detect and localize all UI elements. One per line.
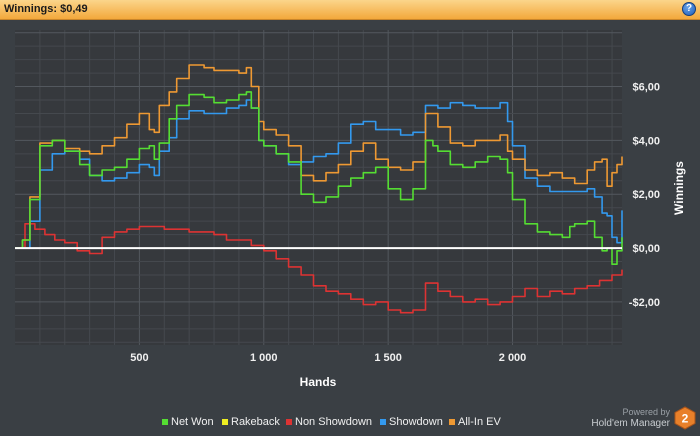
legend-label-non-showdown: Non Showdown xyxy=(295,416,372,428)
powered-by-text: Powered by xyxy=(622,407,670,417)
x-tick-label: 2 000 xyxy=(499,352,527,364)
y-axis-title: Winnings xyxy=(672,161,686,215)
x-axis-title: Hands xyxy=(300,375,337,389)
legend-label-all-in-ev: All-In EV xyxy=(458,416,501,428)
series-lines xyxy=(15,64,623,314)
legend-swatch-rakeback xyxy=(222,419,228,425)
y-tick-label: $4,00 xyxy=(632,135,660,147)
series-line-showdown xyxy=(15,99,623,249)
winnings-title: Winnings: $0,49 xyxy=(4,3,88,15)
series-line-net-won xyxy=(15,91,623,265)
product-name: Hold'em Manager xyxy=(591,418,670,429)
legend-swatch-showdown xyxy=(380,419,386,425)
chart-legend: Net Won Rakeback Non Showdown Showdown All-I… xyxy=(162,416,501,428)
y-tick-label: $2,00 xyxy=(632,189,660,201)
x-tick-label: 500 xyxy=(130,352,148,364)
y-tick-label: $6,00 xyxy=(632,82,660,94)
hem-logo-icon: 2 xyxy=(674,406,696,430)
branding: Powered by Hold'em Manager xyxy=(591,407,670,429)
winnings-chart: 500 1 000 1 500 2 000 $6,00 $4,00 $2,00 $0,00 -$… xyxy=(15,30,686,428)
series-line-non-showdown xyxy=(15,223,623,314)
legend-swatch-net-won xyxy=(162,419,168,425)
axis-ticks: 500 1 000 1 500 2 000 $6,00 $4,00 $2,00 $0,00 -$… xyxy=(130,82,660,364)
legend-swatch-non-showdown xyxy=(286,419,292,425)
question-icon[interactable]: ? xyxy=(682,2,696,16)
y-tick-label: $0,00 xyxy=(632,243,660,255)
series-line-all-in-ev xyxy=(15,64,623,249)
y-tick-label: -$2,00 xyxy=(629,297,660,309)
plot-background xyxy=(15,30,622,345)
logo-version: 2 xyxy=(682,412,689,426)
chart-header: Winnings: $0,49 ? xyxy=(0,0,700,20)
legend-swatch-all-in-ev xyxy=(449,419,455,425)
legend-label-net-won: Net Won xyxy=(171,416,214,428)
legend-label-rakeback: Rakeback xyxy=(231,416,280,428)
x-tick-label: 1 500 xyxy=(374,352,402,364)
legend-label-showdown: Showdown xyxy=(389,416,443,428)
x-tick-label: 1 000 xyxy=(250,352,278,364)
